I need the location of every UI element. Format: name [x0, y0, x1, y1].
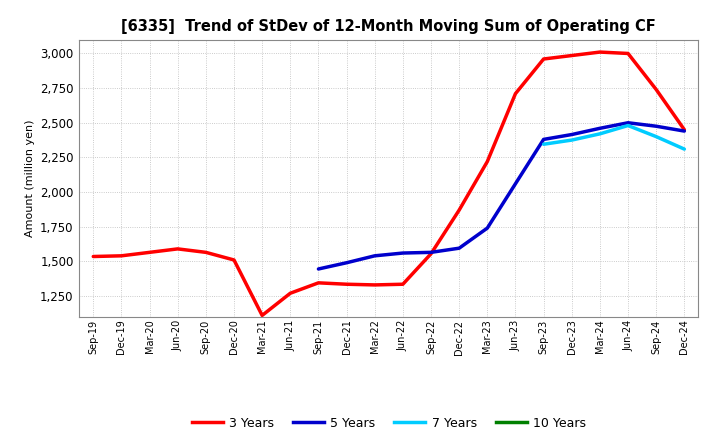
5 Years — [652, 124, 660, 129]
3 Years — [399, 282, 408, 287]
7 Years — [652, 134, 660, 139]
Title: [6335]  Trend of StDev of 12-Month Moving Sum of Operating CF: [6335] Trend of StDev of 12-Month Moving… — [122, 19, 656, 34]
Line: 5 Years: 5 Years — [318, 123, 684, 269]
5 Years — [370, 253, 379, 258]
Line: 3 Years: 3 Years — [94, 52, 684, 315]
3 Years — [652, 87, 660, 92]
5 Years — [342, 260, 351, 265]
3 Years — [230, 257, 238, 263]
7 Years — [624, 123, 632, 128]
Line: 7 Years: 7 Years — [544, 125, 684, 149]
5 Years — [314, 266, 323, 271]
7 Years — [680, 147, 688, 152]
5 Years — [595, 126, 604, 131]
3 Years — [680, 127, 688, 132]
5 Years — [427, 250, 436, 255]
5 Years — [511, 181, 520, 187]
3 Years — [145, 250, 154, 255]
5 Years — [483, 225, 492, 231]
3 Years — [455, 207, 464, 213]
3 Years — [624, 51, 632, 56]
3 Years — [539, 56, 548, 62]
7 Years — [539, 142, 548, 147]
3 Years — [370, 282, 379, 288]
3 Years — [427, 251, 436, 257]
3 Years — [342, 282, 351, 287]
Y-axis label: Amount (million yen): Amount (million yen) — [24, 119, 35, 237]
5 Years — [455, 246, 464, 251]
3 Years — [89, 254, 98, 259]
Legend: 3 Years, 5 Years, 7 Years, 10 Years: 3 Years, 5 Years, 7 Years, 10 Years — [186, 412, 591, 435]
3 Years — [202, 250, 210, 255]
5 Years — [539, 137, 548, 142]
7 Years — [567, 137, 576, 143]
3 Years — [174, 246, 182, 252]
5 Years — [399, 250, 408, 256]
5 Years — [567, 132, 576, 137]
3 Years — [117, 253, 126, 258]
3 Years — [567, 53, 576, 58]
3 Years — [258, 313, 266, 318]
3 Years — [511, 91, 520, 96]
3 Years — [483, 159, 492, 164]
5 Years — [680, 128, 688, 134]
5 Years — [624, 120, 632, 125]
3 Years — [314, 280, 323, 286]
3 Years — [595, 49, 604, 55]
7 Years — [595, 131, 604, 136]
3 Years — [286, 290, 294, 296]
